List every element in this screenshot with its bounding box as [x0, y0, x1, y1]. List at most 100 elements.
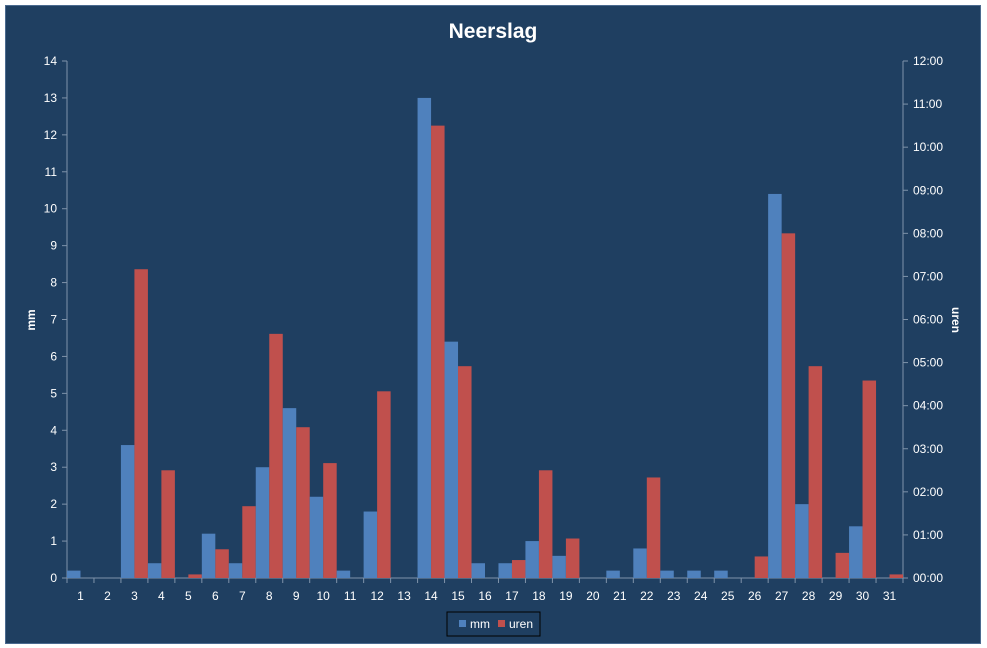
y-tick-label: 1 [50, 534, 57, 548]
x-tick-label: 28 [802, 589, 816, 603]
y-tick-label: 10 [44, 202, 58, 216]
x-tick-label: 12 [370, 589, 384, 603]
bar-mm [282, 408, 297, 578]
y2-tick-label: 01:00 [913, 528, 943, 542]
y2-tick-label: 08:00 [913, 226, 943, 240]
x-tick-label: 30 [856, 589, 870, 603]
x-tick-label: 23 [667, 589, 681, 603]
y-tick-label: 4 [50, 423, 57, 437]
y2-tick-label: 05:00 [913, 356, 943, 370]
bar-mm [363, 511, 378, 578]
bar-mm [795, 504, 809, 578]
y2-tick-label: 11:00 [913, 97, 942, 111]
bar-mm [606, 570, 620, 578]
x-tick-label: 22 [640, 589, 654, 603]
bar-uren [781, 233, 796, 579]
x-tick-label: 14 [424, 589, 438, 603]
x-tick-label: 7 [239, 589, 246, 603]
x-tick-label: 9 [293, 589, 300, 603]
y-tick-label: 6 [50, 349, 57, 363]
legend: mm uren [446, 611, 541, 637]
x-tick-label: 8 [266, 589, 273, 603]
bar-mm [228, 563, 243, 578]
x-tick-label: 19 [559, 589, 573, 603]
bar-uren [646, 477, 661, 578]
legend-label-mm: mm [470, 617, 490, 631]
y2-tick-label: 07:00 [913, 269, 943, 283]
y-tick-label: 13 [44, 91, 58, 105]
bar-mm [201, 533, 216, 578]
bar-uren [511, 560, 526, 578]
bar-uren [215, 549, 229, 578]
legend-box [446, 611, 541, 637]
x-tick-label: 6 [212, 589, 219, 603]
bar-mm [66, 570, 81, 578]
bar-mm [660, 570, 674, 578]
bar-mm [633, 548, 647, 578]
legend-swatch-uren [498, 620, 505, 627]
bar-uren [134, 269, 148, 578]
y2-tick-label: 02:00 [913, 485, 943, 499]
x-tick-label: 11 [344, 589, 357, 603]
x-tick-label: 20 [586, 589, 600, 603]
y-tick-label: 7 [50, 313, 57, 327]
bar-mm [552, 555, 566, 578]
bar-mm [444, 341, 459, 578]
y-tick-label: 5 [50, 386, 57, 400]
x-tick-label: 27 [775, 589, 789, 603]
bar-uren [565, 538, 580, 578]
y2-tick-label: 06:00 [913, 313, 943, 327]
y2-tick-label: 03:00 [913, 442, 943, 456]
bar-uren [296, 427, 310, 578]
x-tick-label: 10 [317, 589, 331, 603]
y-tick-label: 8 [50, 276, 57, 290]
x-tick-label: 29 [829, 589, 843, 603]
x-tick-label: 1 [77, 589, 84, 603]
bar-uren [862, 380, 877, 578]
legend-label-uren: uren [509, 617, 533, 631]
bar-mm [255, 467, 270, 578]
bar-mm [147, 563, 162, 578]
bar-uren [754, 556, 769, 578]
bar-uren [808, 366, 823, 578]
bar-uren [323, 463, 337, 578]
x-tick-label: 24 [694, 589, 708, 603]
bar-mm [525, 541, 539, 578]
x-tick-label: 3 [131, 589, 138, 603]
bar-uren [269, 333, 283, 578]
y-tick-label: 0 [50, 571, 57, 585]
bar-series [66, 97, 904, 579]
bar-mm [714, 570, 728, 578]
x-tick-label: 31 [883, 589, 897, 603]
bar-uren [458, 366, 472, 578]
chart-title: Neerslag [449, 20, 538, 43]
x-tick-label: 5 [185, 589, 192, 603]
y-tick-label: 3 [50, 460, 57, 474]
bar-mm [336, 570, 351, 578]
x-axis-ticks: 1 2 3 4 5 6 7 8 9 10 11 12 13 14 15 16 17 18 19 20 21 22 23 24 2… [66, 578, 904, 603]
bar-mm [309, 496, 324, 578]
bar-mm [768, 193, 782, 578]
y2-axis-ticks: 00:00 01:00 02:00 03:00 04:00 05:00 06:00 07:00… [903, 54, 943, 585]
bar-mm [120, 445, 135, 578]
bar-mm [849, 526, 863, 578]
bar-uren [242, 506, 256, 578]
bar-mm [417, 97, 432, 578]
x-tick-label: 25 [721, 589, 735, 603]
bar-uren [538, 470, 553, 578]
bar-uren [188, 574, 202, 578]
y-tick-label: 9 [50, 239, 57, 253]
x-tick-label: 13 [397, 589, 411, 603]
y-axis-title: mm [24, 309, 38, 330]
y-tick-label: 11 [45, 165, 58, 179]
bar-mm [471, 563, 485, 578]
y2-tick-label: 12:00 [913, 54, 943, 68]
x-tick-label: 18 [532, 589, 546, 603]
bar-uren [161, 470, 175, 578]
y-tick-label: 2 [50, 497, 57, 511]
x-tick-label: 2 [104, 589, 111, 603]
legend-swatch-mm [459, 620, 466, 627]
x-tick-label: 4 [158, 589, 165, 603]
y2-tick-label: 00:00 [913, 571, 943, 585]
